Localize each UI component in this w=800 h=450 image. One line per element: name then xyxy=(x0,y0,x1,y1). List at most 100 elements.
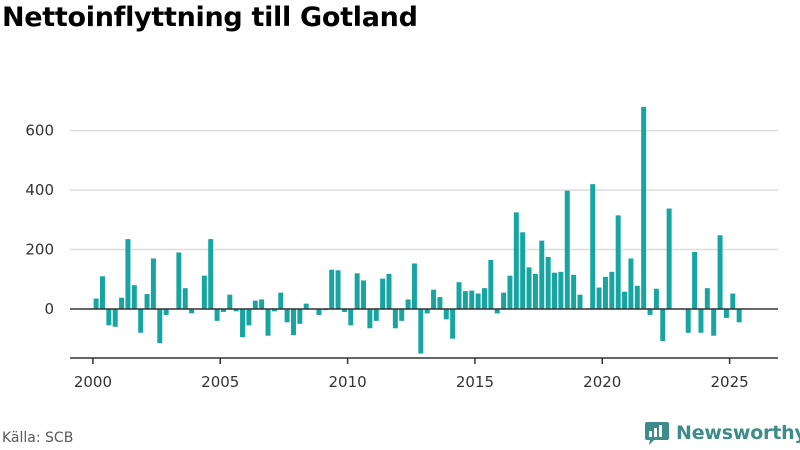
y-axis: 0 200 400 600 xyxy=(25,122,54,318)
bar xyxy=(214,308,220,321)
bar xyxy=(539,240,545,309)
bar xyxy=(590,184,596,309)
bar xyxy=(144,294,150,309)
bar xyxy=(240,308,246,338)
bar xyxy=(163,308,169,315)
bar xyxy=(424,308,430,314)
bar xyxy=(405,299,411,309)
bar xyxy=(437,297,443,309)
bar xyxy=(399,308,405,321)
bar xyxy=(380,278,386,309)
bar xyxy=(259,299,265,309)
bar xyxy=(482,288,487,309)
bar xyxy=(526,267,532,309)
brand-logo: Newsworthy xyxy=(644,420,800,446)
bar xyxy=(641,106,647,309)
bar xyxy=(431,289,437,309)
x-tick-label: 2005 xyxy=(201,373,239,391)
bar xyxy=(106,308,112,326)
bar xyxy=(666,208,672,309)
bar xyxy=(532,273,538,309)
bar xyxy=(443,308,449,320)
bar xyxy=(494,308,500,314)
bar xyxy=(411,263,417,309)
bar xyxy=(711,308,717,336)
bar xyxy=(520,232,526,309)
bar xyxy=(290,308,296,336)
bar xyxy=(634,285,640,309)
bar xyxy=(660,308,666,342)
bar xyxy=(475,293,481,309)
y-tick-label: 0 xyxy=(44,300,54,318)
bar xyxy=(297,308,303,324)
y-tick-label: 200 xyxy=(25,241,54,259)
bar xyxy=(392,308,398,329)
bar xyxy=(653,288,659,309)
bar xyxy=(558,271,564,309)
bar xyxy=(252,300,258,309)
x-tick-label: 2000 xyxy=(74,373,112,391)
source-note: Källa: SCB xyxy=(2,430,74,446)
bar xyxy=(201,275,207,309)
bar xyxy=(685,308,691,333)
bar xyxy=(501,292,507,309)
bar xyxy=(545,256,551,309)
bar xyxy=(278,292,284,309)
bar xyxy=(341,308,347,312)
bar xyxy=(717,235,723,309)
bar xyxy=(367,308,373,329)
bar xyxy=(303,303,309,309)
bar xyxy=(131,285,137,309)
bar xyxy=(284,308,290,323)
x-tick-label: 2015 xyxy=(456,373,494,391)
bar xyxy=(227,294,233,309)
x-tick-label: 2010 xyxy=(329,373,367,391)
bar xyxy=(450,308,456,339)
bar xyxy=(698,308,704,333)
bar xyxy=(418,308,424,354)
bar xyxy=(246,308,252,326)
chart-title: Nettoinflyttning till Gotland xyxy=(2,2,418,33)
bar xyxy=(233,308,239,312)
bar xyxy=(571,274,577,309)
bar xyxy=(208,239,214,309)
bar xyxy=(182,288,188,309)
bar xyxy=(564,190,570,309)
bar xyxy=(622,291,628,309)
bar xyxy=(119,297,125,309)
bar xyxy=(335,270,341,309)
bar xyxy=(329,269,335,309)
y-tick-label: 400 xyxy=(25,181,54,199)
bar xyxy=(93,298,99,309)
newsworthy-icon xyxy=(645,422,669,445)
bar xyxy=(271,308,277,312)
bar xyxy=(647,308,653,315)
bar xyxy=(354,273,360,309)
bar xyxy=(138,308,144,333)
bar xyxy=(316,308,322,315)
bar xyxy=(488,259,494,309)
bar xyxy=(220,308,226,312)
bar xyxy=(150,258,156,309)
y-tick-label: 600 xyxy=(25,122,54,140)
x-tick-label: 2020 xyxy=(583,373,621,391)
bar xyxy=(462,291,468,309)
bar xyxy=(99,276,105,309)
bar xyxy=(456,282,462,309)
bar xyxy=(552,272,558,309)
bar xyxy=(361,280,366,309)
bar xyxy=(373,308,379,321)
bar xyxy=(112,308,118,327)
bar xyxy=(348,308,354,326)
bar xyxy=(723,308,729,318)
bar xyxy=(615,215,621,309)
bar xyxy=(730,293,736,309)
gridlines xyxy=(70,129,778,251)
bars xyxy=(93,106,742,354)
bar xyxy=(692,251,698,309)
bar xyxy=(189,308,195,314)
x-tick-label: 2025 xyxy=(711,373,749,391)
bar xyxy=(577,294,583,309)
bar xyxy=(602,276,608,309)
